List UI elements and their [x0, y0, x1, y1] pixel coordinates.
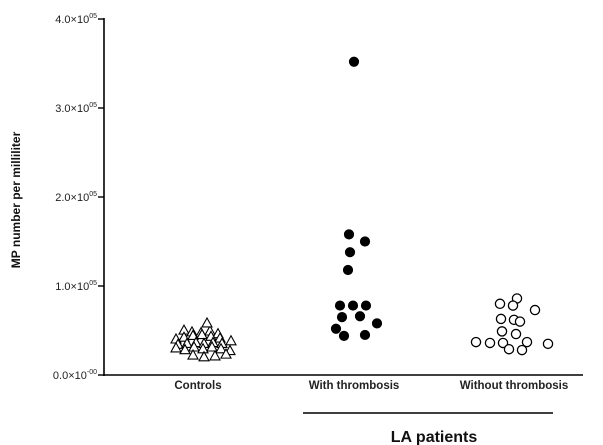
- y-tick-label-base: 3.0×10: [55, 103, 89, 115]
- control-point: [198, 350, 210, 362]
- without-thrombosis-point: [507, 300, 519, 311]
- with-thrombosis-point: [338, 330, 350, 341]
- y-tick-label: 3.0×1005: [55, 102, 97, 115]
- y-tick-label-exponent: 05: [89, 102, 97, 109]
- y-tick-label-base: 4.0×10: [55, 14, 89, 26]
- y-axis-label: MP number per milliliter: [9, 131, 23, 268]
- y-tick-label: 1.0×1005: [55, 280, 97, 293]
- y-tick-label-base: 1.0×10: [55, 281, 89, 293]
- y-tick-label-exponent: 05: [89, 191, 97, 198]
- without-thrombosis-point: [514, 316, 526, 327]
- control-point: [220, 347, 232, 359]
- y-tick-label-base: 2.0×10: [55, 192, 89, 204]
- without-thrombosis-point: [497, 337, 509, 349]
- y-tick-label: 0.0×10-00: [53, 369, 97, 382]
- without-thrombosis-point: [494, 298, 506, 310]
- without-thrombosis-point: [495, 313, 507, 325]
- with-thrombosis-point: [343, 229, 355, 240]
- with-thrombosis-point: [348, 56, 360, 67]
- with-thrombosis-point: [354, 311, 366, 322]
- with-thrombosis-point: [336, 312, 348, 323]
- with-thrombosis-point: [334, 300, 346, 311]
- control-point: [179, 343, 191, 355]
- control-point: [215, 342, 227, 354]
- y-tick-label-exponent: -00: [87, 369, 97, 376]
- control-point: [225, 334, 237, 346]
- without-thrombosis-point: [510, 328, 522, 340]
- with-thrombosis-point: [330, 323, 342, 334]
- control-point: [196, 328, 208, 340]
- with-thrombosis-point: [360, 300, 372, 311]
- x-category-label: Without thrombosis: [460, 380, 569, 392]
- control-point: [209, 349, 221, 361]
- control-point: [206, 340, 218, 352]
- control-point: [201, 316, 213, 328]
- without-thrombosis-point: [521, 336, 533, 348]
- with-thrombosis-point: [359, 236, 371, 247]
- y-tick-label: 2.0×1005: [55, 191, 97, 204]
- with-thrombosis-point: [359, 329, 371, 341]
- control-point: [187, 329, 199, 340]
- y-tick-label-base: 0.0×10: [53, 370, 87, 382]
- x-category-label: With thrombosis: [309, 380, 400, 392]
- y-tick-label: 4.0×1005: [55, 13, 97, 26]
- la-patients-label: LA patients: [391, 429, 478, 445]
- control-point: [170, 341, 182, 353]
- without-thrombosis-point: [529, 304, 541, 316]
- without-thrombosis-point: [470, 336, 482, 348]
- control-point: [187, 348, 199, 360]
- without-thrombosis-point: [503, 343, 515, 355]
- with-thrombosis-point: [347, 300, 359, 311]
- x-category-label: Controls: [174, 380, 221, 392]
- without-thrombosis-point: [496, 326, 508, 337]
- y-tick-label-exponent: 05: [89, 280, 97, 287]
- with-thrombosis-point: [371, 318, 383, 329]
- with-thrombosis-point: [342, 264, 354, 276]
- without-thrombosis-point: [484, 337, 496, 349]
- without-thrombosis-point: [516, 344, 528, 356]
- without-thrombosis-point: [542, 338, 554, 350]
- with-thrombosis-point: [344, 247, 356, 258]
- y-tick-label-exponent: 05: [89, 13, 97, 20]
